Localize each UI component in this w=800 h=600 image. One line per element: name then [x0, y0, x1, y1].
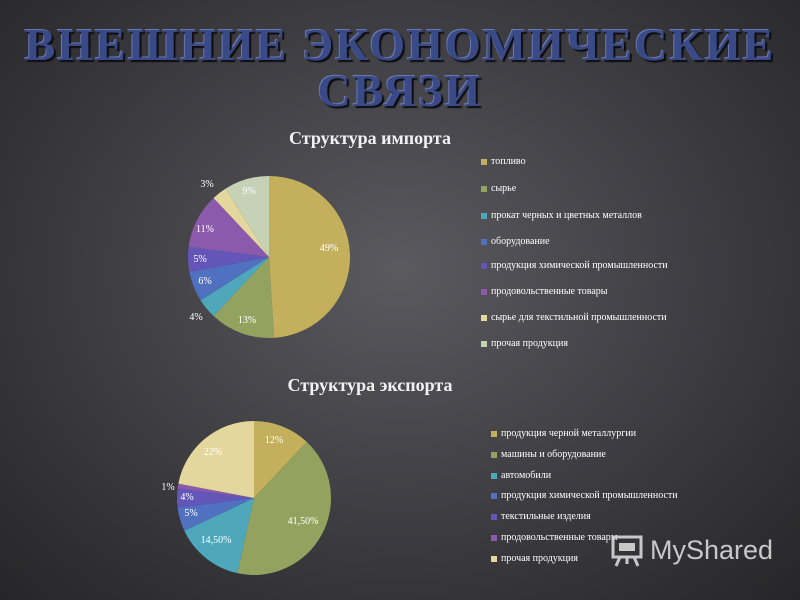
export-legend-swatch [491, 514, 497, 520]
import-data-label: 9% [242, 186, 255, 197]
import-legend-label: прокат черных и цветных металлов [491, 210, 642, 221]
import-slice-7 [213, 188, 269, 257]
import-data-label: 4% [189, 312, 202, 323]
export-legend-item: продукция химической промышленности [491, 490, 678, 502]
import-legend-item: продовольственные товары [481, 286, 607, 298]
export-legend-label: машины и оборудование [501, 449, 606, 460]
import-legend-item: оборудование [481, 236, 550, 248]
export-data-label: 22% [204, 447, 222, 458]
export-legend-label: прочая продукция [501, 553, 578, 564]
export-legend-label: текстильные изделия [501, 511, 591, 522]
import-chart-title: Структура импорта [289, 128, 451, 148]
export-slice-6 [177, 483, 254, 498]
export-chart-title: Структура экспорта [287, 375, 453, 395]
import-data-label: 6% [198, 276, 211, 287]
import-legend-item: прокат черных и цветных металлов [481, 210, 642, 222]
import-legend-swatch [481, 159, 487, 165]
import-legend-swatch [481, 186, 487, 192]
import-data-label: 11% [196, 224, 214, 235]
presentation-icon [611, 535, 643, 567]
export-legend: продукция черной металлургии машины и обо… [491, 428, 721, 578]
import-legend-swatch [481, 213, 487, 219]
export-data-label: 4% [180, 492, 193, 503]
export-legend-swatch [491, 431, 497, 437]
import-legend-label: топливо [491, 156, 526, 167]
export-legend-item: продукция черной металлургии [491, 428, 636, 440]
export-slice-2 [237, 441, 331, 575]
import-legend-item: сырье [481, 183, 516, 195]
export-legend-item: текстильные изделия [491, 511, 591, 523]
export-legend-swatch [491, 473, 497, 479]
import-legend-item: топливо [481, 156, 526, 168]
import-slice-5 [188, 246, 269, 273]
export-legend-item: автомобили [491, 470, 551, 482]
export-slice-5 [177, 488, 254, 508]
export-legend-swatch [491, 452, 497, 458]
export-legend-swatch [491, 535, 497, 541]
import-legend-label: оборудование [491, 236, 550, 247]
import-legend-item: сырье для текстильной промышленности [481, 312, 667, 324]
import-legend-item: прочая продукция [481, 338, 568, 350]
watermark: MyShared [610, 533, 773, 567]
export-data-label: 41,50% [288, 516, 319, 527]
slide-title-line-1: ВНЕШНИЕ ЭКОНОМИЧЕСКИЕ [24, 19, 776, 70]
export-legend-label: продовольственные товары [501, 532, 618, 543]
import-legend: топливо сырье прокат черных и цветных мета… [481, 152, 671, 352]
import-legend-swatch [481, 239, 487, 245]
slide-title: ВНЕШНИЕ ЭКОНОМИЧЕСКИЕ СВЯЗИ [0, 22, 800, 114]
import-legend-label: продукция химической промышленности [491, 260, 668, 271]
export-data-label: 1% [161, 482, 174, 493]
export-legend-item: продовольственные товары [491, 532, 617, 544]
import-legend-swatch [481, 289, 487, 295]
export-slice-1 [254, 421, 307, 498]
import-slice-6 [188, 197, 269, 257]
export-slice-3 [184, 498, 254, 574]
export-legend-item: машины и оборудование [491, 449, 606, 461]
import-legend-label: продовольственные товары [491, 286, 608, 297]
import-data-label: 5% [193, 254, 206, 265]
export-data-label: 14,50% [201, 535, 232, 546]
import-legend-swatch [481, 315, 487, 321]
export-legend-label: автомобили [501, 470, 552, 481]
export-legend-label: продукция химической промышленности [501, 490, 678, 501]
import-legend-swatch [481, 263, 487, 269]
export-slice-7 [178, 421, 254, 498]
export-data-label: 5% [184, 508, 197, 519]
import-legend-swatch [481, 341, 487, 347]
import-slice-8 [225, 176, 269, 257]
export-legend-swatch [491, 556, 497, 562]
export-slice-4 [177, 498, 254, 531]
export-legend-item: прочая продукция [491, 553, 578, 565]
import-slice-1 [269, 176, 351, 338]
slide-title-line-2: СВЯЗИ [317, 65, 483, 116]
import-slice-3 [200, 257, 269, 317]
export-legend-label: продукция черной металлургии [501, 428, 637, 439]
import-data-label: 13% [238, 315, 256, 326]
watermark-text: MyShared [650, 534, 774, 565]
import-legend-item: продукция химической промышленности [481, 260, 668, 272]
export-legend-swatch [491, 493, 497, 499]
import-legend-label: прочая продукция [491, 338, 568, 349]
import-slice-2 [213, 257, 275, 338]
import-data-label: 3% [200, 179, 213, 190]
import-data-label: 49% [320, 243, 338, 254]
export-data-label: 12% [265, 435, 283, 446]
import-slice-4 [189, 257, 269, 301]
import-legend-label: сырье для текстильной промышленности [491, 312, 667, 323]
import-legend-label: сырье [491, 183, 517, 194]
